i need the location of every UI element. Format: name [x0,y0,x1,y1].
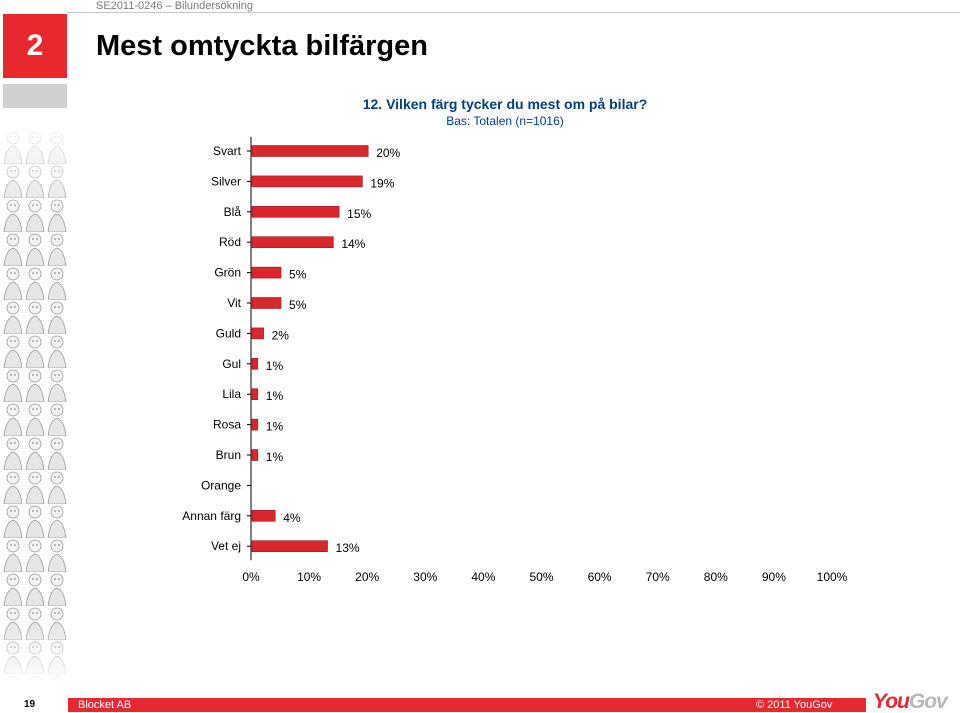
logo-gov: Gov [908,690,948,713]
project-reference: SE2011-0246 – Bilundersökning [96,0,253,12]
category-label: Brun [216,448,241,462]
bar [251,327,264,340]
bar [251,509,276,522]
bar [251,206,340,218]
data-label: 4% [283,511,301,525]
logo-you: You [873,690,910,713]
chart-subtitle: Bas: Totalen (n=1016) [446,114,564,128]
data-label: 15% [347,207,371,221]
bar [251,449,259,461]
page-title: Mest omtyckta bilfärgen [96,30,428,62]
data-label: 5% [289,298,307,312]
data-label: 2% [272,328,290,342]
data-label: 13% [336,541,360,555]
category-label: Vit [227,296,241,310]
data-label: 1% [266,389,284,403]
bar [251,357,259,370]
crowd-illustration-image [2,130,68,680]
x-tick-label: 30% [413,570,437,584]
footer-copyright: © 2011 YouGov [756,699,833,711]
x-tick-label: 80% [704,570,728,584]
bar [251,297,282,309]
data-label: 19% [370,176,394,190]
data-label: 1% [266,359,284,373]
category-label: Vet ej [211,539,241,553]
category-label: Grön [214,266,241,280]
data-label: 5% [289,268,307,282]
data-label: 14% [341,237,365,251]
yougov-logo: YouGov [873,690,959,713]
slide-number: 2 [26,29,44,62]
bar [251,388,259,401]
category-label: Blå [224,205,242,219]
x-tick-label: 20% [355,570,379,584]
category-label: Annan färg [182,509,241,523]
category-label: Röd [219,235,241,249]
footer-bar [68,698,866,712]
data-label: 1% [266,420,284,434]
bar [251,540,328,553]
x-tick-label: 0% [242,570,260,584]
data-label: 20% [376,146,400,160]
footer-page-number: 19 [24,699,36,710]
category-label: Silver [211,174,241,188]
category-label: Gul [222,357,241,371]
bar [251,418,259,431]
chart-title: 12. Vilken färg tycker du mest om på bil… [362,96,648,112]
category-label: Rosa [213,418,241,432]
grey-accent-box [3,84,67,108]
category-label: Lila [222,387,241,401]
category-label: Svart [213,144,242,158]
header-divider [67,12,960,13]
bar [251,175,363,188]
x-tick-label: 70% [646,570,670,584]
bar [251,145,369,157]
footer-client: Blocket AB [78,699,132,711]
x-tick-label: 10% [297,570,321,584]
x-tick-label: 100% [817,570,848,584]
bar [251,266,282,279]
category-label: Guld [216,326,241,340]
x-tick-label: 60% [588,570,612,584]
x-tick-label: 90% [762,570,786,584]
category-label: Orange [201,478,241,492]
bar [251,236,334,248]
x-tick-label: 40% [471,570,495,584]
data-label: 1% [266,450,284,464]
slide-number-box: 2 [3,14,67,78]
x-tick-label: 50% [529,570,553,584]
